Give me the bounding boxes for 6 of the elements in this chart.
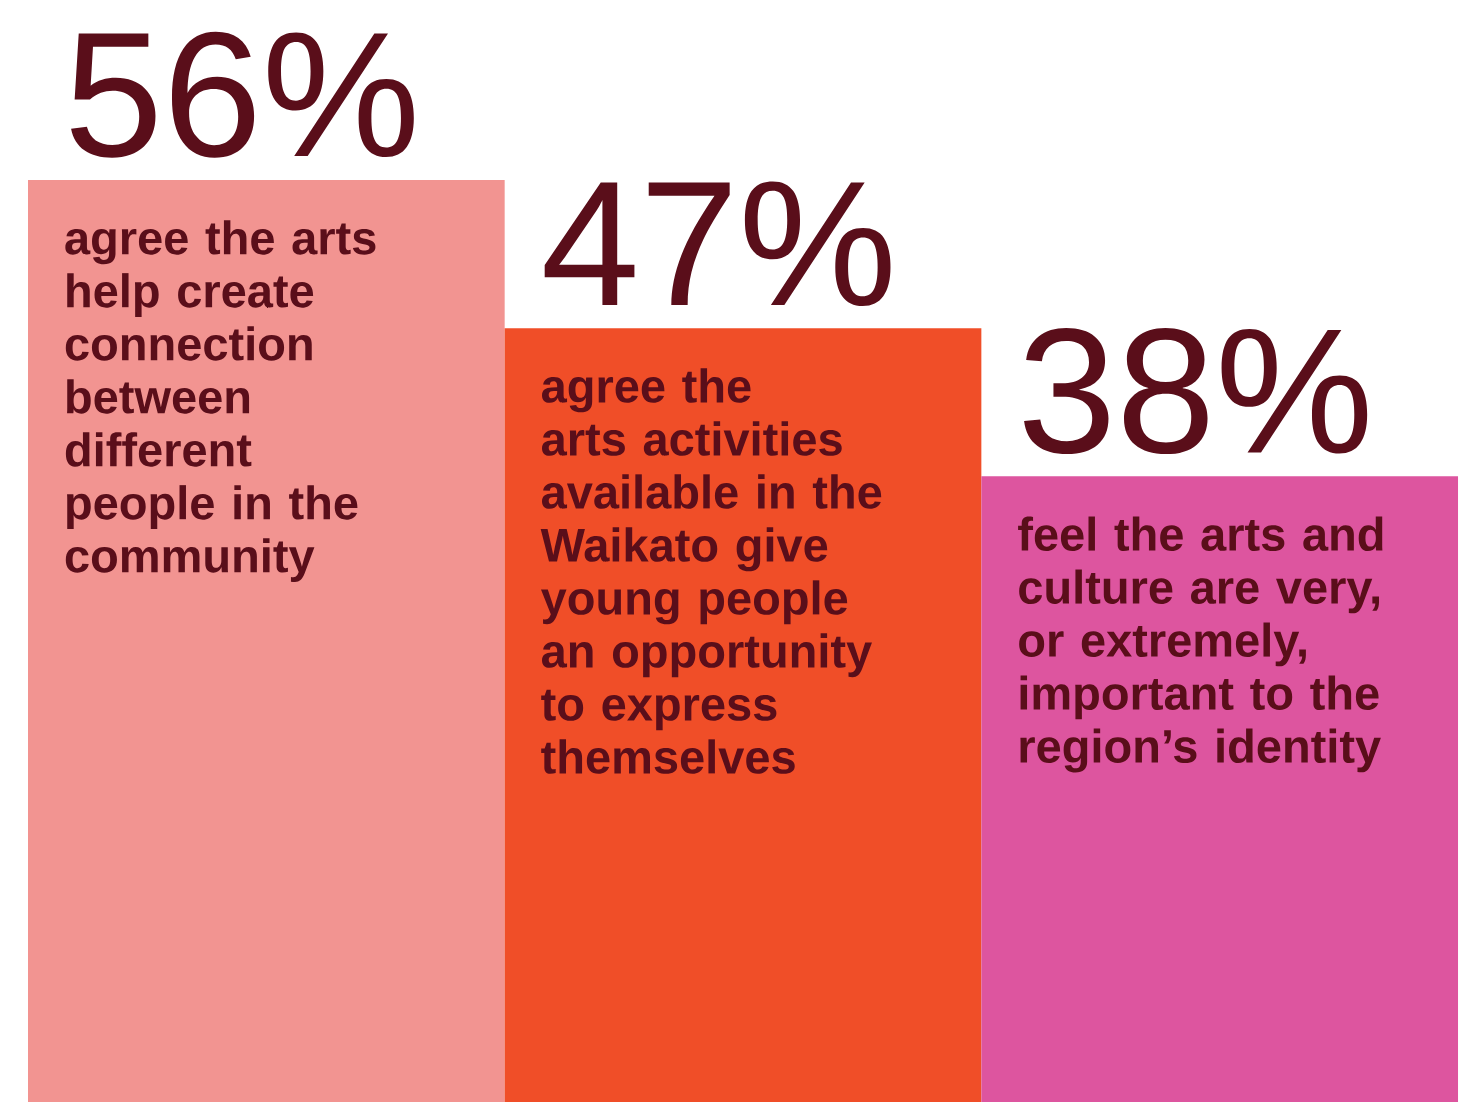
data-label: 56% xyxy=(71,31,414,158)
x-tick-label: feel the arts and culture are very, or extremely, important to the region’s identity xyxy=(1018,516,1383,773)
data-label: 38% xyxy=(1024,328,1368,455)
x-tick-label: agree the arts activities available in the Waikato give young people an opportunity to express themselves xyxy=(540,368,882,774)
x-tick-label: agree the arts help create connection between different people in the community xyxy=(65,220,376,582)
data-label: 47% xyxy=(544,181,891,306)
